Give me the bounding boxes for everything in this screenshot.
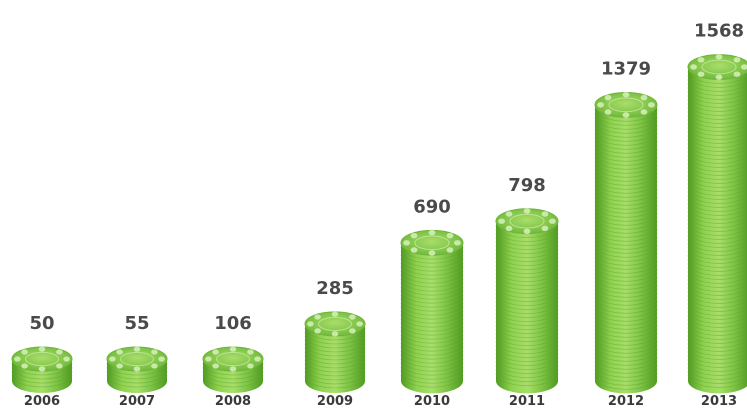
year-label-2009: 2009 (317, 394, 353, 409)
value-label-2006: 50 (29, 313, 54, 334)
chip-stack-2013 (687, 54, 747, 394)
chip-stack-2011 (495, 208, 559, 394)
value-label-2007: 55 (124, 313, 149, 334)
chip-stack-2006 (11, 346, 73, 393)
value-label-2011: 798 (508, 175, 546, 196)
year-label-2007: 2007 (119, 394, 155, 409)
year-label-2013: 2013 (701, 394, 737, 409)
chip-stack-2007 (106, 346, 168, 393)
chip-stack-2008 (202, 346, 264, 393)
value-labels: 50 55 106 285 690 798 1379 1568 (29, 21, 744, 334)
chip-stacks (11, 54, 747, 394)
year-label-2011: 2011 (509, 394, 545, 409)
year-label-2010: 2010 (414, 394, 450, 409)
chip-stack-2010 (400, 229, 464, 394)
value-label-2008: 106 (214, 313, 252, 334)
chip-stack-2009 (304, 311, 366, 393)
year-labels: 2006 2007 2008 2009 2010 2011 2012 2013 (24, 394, 737, 409)
year-label-2012: 2012 (608, 394, 644, 409)
chip-stack-2012 (594, 91, 658, 394)
value-label-2010: 690 (413, 196, 451, 217)
year-label-2008: 2008 (215, 394, 251, 409)
year-label-2006: 2006 (24, 394, 60, 409)
value-label-2013: 1568 (694, 21, 744, 42)
value-label-2012: 1379 (601, 58, 651, 79)
value-label-2009: 285 (316, 278, 354, 299)
